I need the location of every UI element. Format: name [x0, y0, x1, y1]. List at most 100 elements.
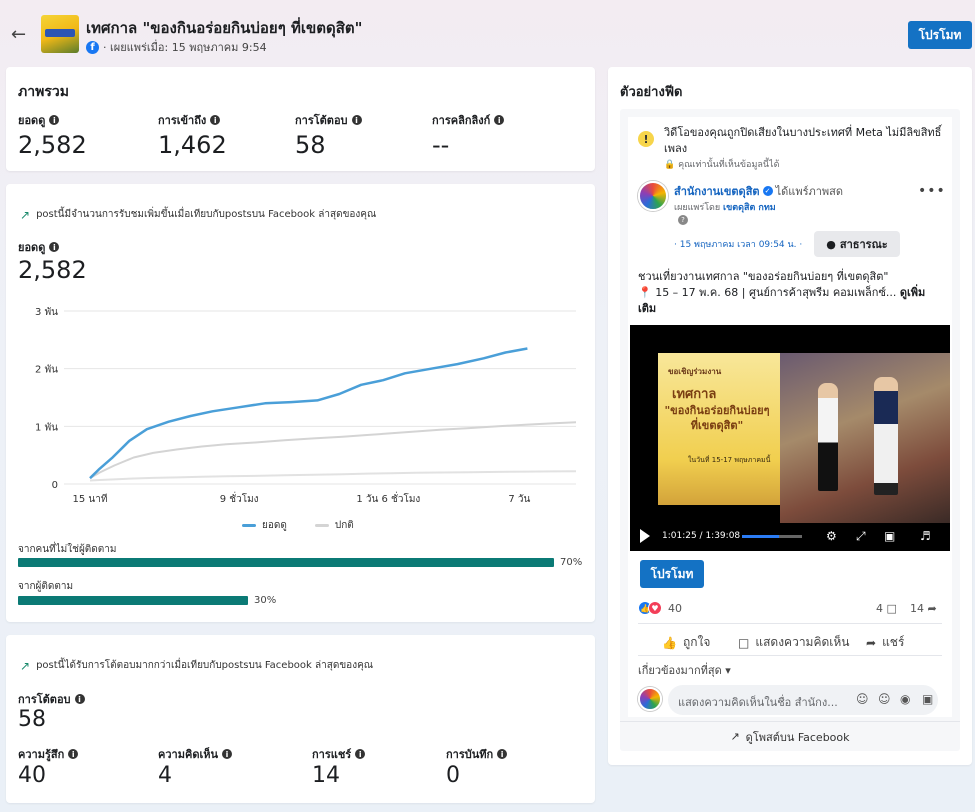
non-followers-pct: 70%	[560, 557, 583, 568]
miniplayer-icon[interactable]: ▣	[884, 529, 896, 543]
reactions-label: ความรู้สึก	[18, 748, 65, 761]
legend-item-normal[interactable]: ปกติ	[314, 518, 354, 533]
info-icon[interactable]: i	[351, 115, 362, 125]
comment-count-row[interactable]: 4 □	[876, 602, 897, 615]
muted-warning: วิดีโอของคุณถูกปิดเสียงในบางประเทศที่ Me…	[664, 126, 942, 155]
promote-post-button[interactable]: โปรโมท	[640, 560, 704, 588]
stat-value: 2,582	[18, 131, 87, 159]
comment-action[interactable]: □ แสดงความคิดเห็น	[738, 633, 850, 652]
followers-pct: 30%	[254, 595, 277, 606]
banner-title-text: "ของกินอร่อยกินบ่อยๆ ที่เขตดุสิต"	[664, 404, 770, 432]
share-count: 14	[910, 602, 924, 615]
post-preview: ! วิดีโอของคุณถูกปิดเสียงในบางประเทศที่ …	[628, 117, 952, 717]
stat-label: การเข้าถึง	[158, 114, 207, 127]
banner-festival-text: เทศกาล	[672, 387, 717, 402]
audience-badge[interactable]: ● สาธารณะ	[814, 231, 900, 257]
presenter-figure	[818, 383, 838, 491]
share-arrow-icon: ➦	[927, 602, 937, 615]
see-more-link[interactable]: ดูเพิ่มเติม	[638, 286, 926, 315]
series-line-baseline	[89, 470, 577, 482]
globe-icon: ●	[826, 237, 836, 251]
info-icon[interactable]: i	[494, 115, 505, 125]
commenter-avatar	[638, 687, 662, 711]
help-icon[interactable]: ?	[678, 215, 688, 225]
info-icon[interactable]: i	[74, 694, 85, 704]
y-tick-label: 2 พัน	[35, 365, 58, 376]
audience-label: สาธารณะ	[839, 238, 888, 251]
share-label: แชร์	[882, 635, 905, 649]
info-icon[interactable]: i	[355, 749, 366, 759]
series-line-normal	[89, 421, 577, 480]
non-followers-bar	[18, 558, 554, 567]
comment-input[interactable]: แสดงความคิดเห็นในชื่อ สำนักง... ☺ ☺ ◉ ▣	[668, 685, 938, 715]
trending-up-icon: ↗	[20, 207, 31, 222]
emoji-icon[interactable]: ☺	[878, 692, 891, 706]
comments-label-row: ความคิดเห็น i	[158, 745, 232, 763]
legend-swatch	[242, 524, 256, 527]
chevron-down-icon: ▾	[725, 664, 731, 677]
video-progress-bar[interactable]	[742, 535, 802, 538]
info-icon[interactable]: i	[222, 749, 232, 759]
feed-preview-title: ตัวอย่างฟีด	[620, 85, 683, 100]
share-icon: ➦	[866, 635, 877, 650]
comment-sort-label: เกี่ยวข้องมากที่สุด	[638, 664, 722, 677]
published-by: เผยแพร่โดย เขตดุสิต กทม	[674, 200, 776, 214]
more-options-icon[interactable]: •••	[918, 183, 946, 199]
comment-sort-dropdown[interactable]: เกี่ยวข้องมากที่สุด ▾	[638, 661, 731, 679]
expand-icon[interactable]: ⤢	[856, 529, 866, 543]
reaction-count[interactable]: 40	[668, 602, 682, 615]
view-on-facebook-link[interactable]: ↗ ดูโพสต์บน Facebook	[620, 721, 960, 751]
author-action: ได้แพร์ภาพสด	[775, 185, 844, 198]
settings-icon[interactable]: ⚙	[826, 529, 837, 543]
promote-button[interactable]: โปรโมท	[908, 21, 972, 49]
page-avatar[interactable]	[638, 181, 668, 211]
views-card: ↗ postนี้มีจำนวนการรับชมเพิ่มขึ้นเมื่อเท…	[6, 184, 595, 622]
saves-label-row: การบันทึก i	[446, 745, 508, 763]
info-icon[interactable]: i	[210, 115, 221, 125]
overview-card: ภาพรวม ยอดดู i 2,582 การเข้าถึง i 1,462 กา…	[6, 67, 595, 171]
post-caption: ชวนเที่ยวงานเทศกาล "ของอร่อยกินบ่อยๆ ที่…	[638, 269, 943, 317]
engagement-trend-row: ↗ postนี้ได้รับการโต้ตอบมากกว่าเมื่อเทีย…	[20, 658, 373, 673]
stat-value: 58	[295, 131, 326, 159]
author-name[interactable]: สำนักงานเขตดุสิต	[674, 185, 760, 198]
info-icon[interactable]: i	[49, 115, 60, 125]
share-count-row[interactable]: 14 ➦	[910, 602, 937, 615]
arrow-left-icon[interactable]: ←	[11, 24, 27, 45]
series-line-views	[89, 347, 528, 480]
published-by-prefix: เผยแพร่โดย	[674, 203, 721, 213]
comment-bubble-icon: □	[886, 602, 897, 615]
info-icon[interactable]: i	[49, 242, 60, 252]
avatar-sticker-icon[interactable]: ☺	[856, 692, 869, 706]
stat-views: ยอดดู i 2,582	[18, 111, 87, 159]
video-player[interactable]: ขอเชิญร่วมงาน เทศกาล "ของกินอร่อยกินบ่อย…	[630, 325, 950, 551]
y-tick-label: 0	[52, 480, 58, 491]
overview-title: ภาพรวม	[18, 84, 69, 100]
thumbs-up-icon: 👍	[662, 635, 677, 650]
published-by-name[interactable]: เขตดุสิต กทม	[723, 203, 776, 213]
info-icon[interactable]: i	[497, 749, 508, 759]
sticker-icon[interactable]: ▣	[922, 692, 934, 706]
volume-icon[interactable]: ♬	[920, 529, 931, 543]
play-icon[interactable]	[640, 529, 650, 543]
share-action[interactable]: ➦ แชร์	[866, 633, 904, 652]
legend-item-views[interactable]: ยอดดู	[242, 518, 287, 533]
stat-link-clicks: การคลิกลิงก์ i --	[432, 111, 505, 159]
top-bar: ← เทศกาล "ของกินอร่อยกินบ่อยๆ ที่เขตดุสิ…	[0, 0, 975, 66]
info-icon[interactable]: i	[68, 749, 79, 759]
post-actions: 👍 ถูกใจ □ แสดงความคิดเห็น ➦ แชร์	[638, 629, 942, 655]
warning-subtext: 🔒 คุณเท่านั้นที่เห็นข้อมูลนี้ได้	[664, 160, 780, 170]
view-on-facebook-label: ดูโพสต์บน Facebook	[745, 730, 850, 744]
divider	[638, 655, 942, 656]
post-date[interactable]: · 15 พฤษภาคม เวลา 09:54 น. ·	[674, 240, 803, 250]
comments-value: 4	[158, 763, 172, 788]
non-followers-label: จากคนที่ไม่ใช่ผู้ติดตาม	[18, 544, 117, 555]
like-action[interactable]: 👍 ถูกใจ	[662, 633, 710, 652]
camera-icon[interactable]: ◉	[900, 692, 911, 706]
comments-label: ความคิดเห็น	[158, 748, 218, 761]
engagement-card: ↗ postนี้ได้รับการโต้ตอบมากกว่าเมื่อเทีย…	[6, 635, 595, 803]
shares-value: 14	[312, 763, 340, 788]
legend-label: ปกติ	[334, 520, 354, 531]
legend-swatch	[314, 524, 329, 527]
feed-preview-frame: ! วิดีโอของคุณถูกปิดเสียงในบางประเทศที่ …	[620, 109, 960, 751]
saves-label: การบันทึก	[446, 748, 494, 761]
